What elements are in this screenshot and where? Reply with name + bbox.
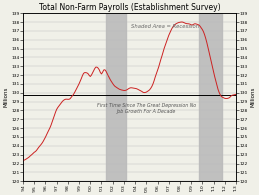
Y-axis label: Millions: Millions (250, 87, 256, 107)
Y-axis label: Millions: Millions (3, 87, 9, 107)
Bar (199, 13, 222, 181)
Text: Shaded Area = Recession: Shaded Area = Recession (131, 24, 199, 29)
Bar (106, 13, 126, 181)
Text: First Time Since The Great Depression No
Job Growth For A Decade: First Time Since The Great Depression No… (97, 103, 196, 114)
Title: Total Non-Farm Payrolls (Establishment Survey): Total Non-Farm Payrolls (Establishment S… (39, 4, 220, 12)
